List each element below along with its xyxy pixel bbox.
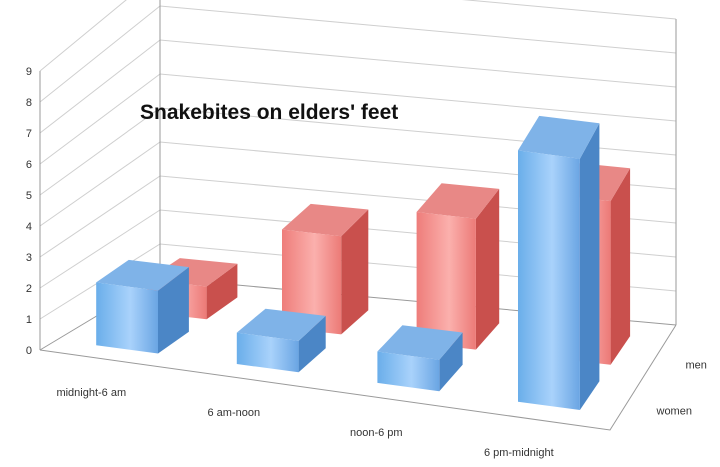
bar-front-face bbox=[377, 351, 440, 392]
bar-top-face bbox=[518, 115, 600, 159]
bar-front-face bbox=[282, 229, 342, 335]
bar-women bbox=[96, 259, 189, 354]
x-category-label: noon-6 pm bbox=[350, 427, 403, 439]
bar-top-face bbox=[377, 325, 463, 360]
floor-edge bbox=[39, 324, 677, 431]
bar-top-face bbox=[236, 308, 326, 341]
y-tick-label: 2 bbox=[26, 283, 32, 295]
bar-side-face bbox=[475, 188, 500, 350]
bar-front-face bbox=[96, 282, 158, 354]
bar-men bbox=[282, 203, 369, 335]
bar-women bbox=[518, 115, 600, 410]
gridline bbox=[39, 0, 677, 72]
bar-top-face bbox=[96, 259, 189, 291]
bar-side-face bbox=[158, 267, 189, 354]
bar-top-face bbox=[416, 183, 500, 219]
y-tick-label: 1 bbox=[26, 314, 32, 326]
bar-side-face bbox=[206, 263, 238, 320]
gridline bbox=[39, 5, 677, 103]
y-tick-label: 4 bbox=[26, 221, 32, 233]
bar-front-face bbox=[236, 332, 299, 373]
chart-bars bbox=[96, 115, 631, 410]
bar-front-face bbox=[416, 212, 476, 350]
chart-labels: 0 1 2 3 4 5 6 7 8 9 midnight-6 am 6 am-noon noon-6 p… bbox=[26, 66, 707, 459]
bar-side-face bbox=[579, 123, 600, 410]
y-tick-label: 0 bbox=[26, 345, 32, 357]
bar-women bbox=[377, 325, 463, 392]
bar-side-face bbox=[341, 209, 369, 335]
bar-side-face bbox=[298, 315, 326, 373]
y-tick-label: 9 bbox=[26, 66, 32, 78]
bar-top-face bbox=[282, 203, 369, 237]
y-tick-label: 3 bbox=[26, 252, 32, 264]
bar-women bbox=[236, 308, 326, 373]
bar-front-face bbox=[518, 150, 580, 410]
y-tick-label: 5 bbox=[26, 190, 32, 202]
y-tick-label: 7 bbox=[26, 128, 32, 140]
y-tick-label: 8 bbox=[26, 97, 32, 109]
chart-axes bbox=[39, 0, 677, 431]
x-category-label: 6 pm-midnight bbox=[484, 447, 554, 459]
x-category-label: 6 am-noon bbox=[208, 407, 261, 419]
depth-axis-series-label: women bbox=[656, 406, 692, 418]
bar-men bbox=[416, 183, 500, 350]
depth-axis-series-label: men bbox=[686, 359, 707, 371]
chart-title: Snakebites on elders' feet bbox=[140, 101, 398, 124]
x-category-label: midnight-6 am bbox=[56, 387, 126, 399]
bar-side-face bbox=[610, 168, 631, 365]
bar-side-face bbox=[439, 332, 463, 392]
y-tick-label: 6 bbox=[26, 159, 32, 171]
